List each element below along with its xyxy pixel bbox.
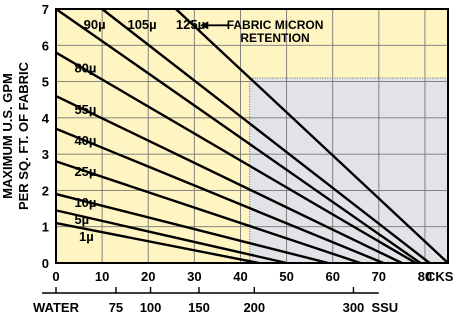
grid	[56, 9, 448, 263]
series-line	[55, 8, 422, 264]
y-tick-label: 6	[42, 38, 49, 53]
series-label: 40µ	[74, 133, 96, 148]
series-line	[55, 95, 403, 265]
series-line	[55, 127, 384, 265]
y-axis-title-line: PER SQ. FT. OF FABRIC	[16, 61, 31, 210]
series-label: 1µ	[79, 229, 94, 244]
series-line	[55, 160, 361, 265]
series-lines	[55, 8, 449, 265]
y-axis-title: MAXIMUM U.S. GPM PER SQ. FT. OF FABRIC	[0, 61, 31, 210]
y-tick-label: 1	[42, 220, 49, 235]
y-tick-label: 5	[42, 75, 49, 90]
x-tick-label: 80	[418, 269, 432, 284]
x-axis-unit: CKS	[426, 269, 454, 284]
x-tick-label: 60	[325, 269, 339, 284]
series-line	[101, 8, 431, 264]
x-tick-label: 50	[279, 269, 293, 284]
x-tick-label: 30	[187, 269, 201, 284]
x-tick-label: 20	[141, 269, 155, 284]
ssu-tick-label: 100	[140, 300, 162, 315]
series-label: 105µ	[127, 17, 156, 32]
series-line	[55, 209, 287, 265]
annotation-line: RETENTION	[240, 31, 309, 45]
ssu-tick-label: 150	[188, 300, 210, 315]
x-tick-label: 40	[233, 269, 247, 284]
series-label: 125µ	[176, 17, 205, 32]
series-label: 25µ	[74, 164, 96, 179]
x-tick-label: 10	[95, 269, 109, 284]
y-tick-label: 3	[42, 147, 49, 162]
ssu-tick-label: 200	[243, 300, 265, 315]
series-labels: 1µ 5µ 10µ 25µ 40µ 55µ 80µ 90µ 105µ 125µ	[74, 17, 205, 244]
y-tick-label: 4	[42, 111, 50, 126]
annotation-arrow-head	[200, 21, 209, 30]
plot-frame	[55, 8, 449, 264]
ssu-unit-label: SSU	[371, 300, 398, 315]
series-line	[55, 221, 260, 265]
series-label: 90µ	[84, 17, 106, 32]
annotation-line: FABRIC MICRON	[227, 18, 324, 32]
x-tick-label: 0	[52, 269, 59, 284]
ssu-tick-label: WATER	[33, 300, 80, 315]
series-line	[55, 192, 329, 265]
x-tick-label: 70	[372, 269, 386, 284]
series-label: 10µ	[74, 195, 96, 210]
ssu-axis: WATER 75 100 150 200 300 SSU	[33, 287, 398, 315]
y-tick-labels: 0 1 2 3 4 5 6 7	[42, 2, 50, 271]
ssu-tick-label: 300	[343, 300, 365, 315]
series-label: 80µ	[74, 61, 96, 76]
y-tick-label: 7	[42, 2, 49, 17]
series-line	[55, 51, 417, 265]
series-line	[175, 8, 449, 264]
x-tick-labels: 0 10 20 30 40 50 60 70 80	[52, 269, 432, 284]
series-label: 5µ	[74, 212, 89, 227]
series-label: 55µ	[74, 102, 96, 117]
y-tick-label: 2	[42, 183, 49, 198]
y-tick-label: 0	[42, 256, 49, 271]
ssu-tick-label: 75	[109, 300, 123, 315]
y-axis-title-line: MAXIMUM U.S. GPM	[0, 73, 15, 199]
